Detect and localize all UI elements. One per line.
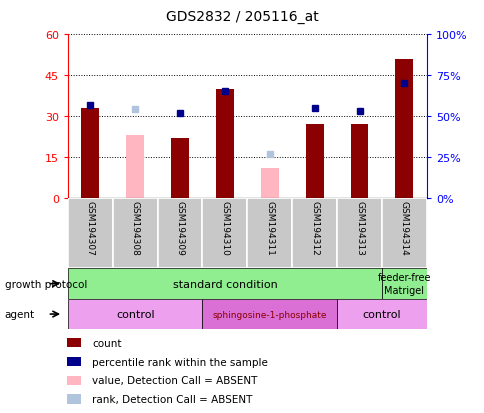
- Text: feeder-free
Matrigel: feeder-free Matrigel: [377, 273, 430, 295]
- Text: GSM194314: GSM194314: [399, 200, 408, 255]
- Text: GDS2832 / 205116_at: GDS2832 / 205116_at: [166, 10, 318, 24]
- Text: GSM194310: GSM194310: [220, 200, 229, 255]
- Bar: [247, 198, 291, 268]
- Text: growth protocol: growth protocol: [5, 279, 87, 289]
- Text: agent: agent: [5, 309, 35, 319]
- Text: GSM194309: GSM194309: [175, 200, 184, 255]
- Bar: [67, 357, 81, 367]
- Bar: [171, 138, 189, 198]
- Bar: [81, 109, 99, 198]
- Bar: [67, 394, 81, 404]
- Text: GSM194307: GSM194307: [86, 200, 95, 255]
- Text: count: count: [92, 338, 121, 348]
- Bar: [68, 198, 112, 268]
- Text: GSM194313: GSM194313: [354, 200, 363, 255]
- Bar: [381, 268, 426, 299]
- Text: sphingosine-1-phosphate: sphingosine-1-phosphate: [212, 310, 326, 319]
- Bar: [336, 198, 381, 268]
- Bar: [381, 198, 426, 268]
- Text: GSM194312: GSM194312: [309, 200, 318, 255]
- Bar: [305, 125, 323, 198]
- Text: control: control: [116, 309, 154, 319]
- Bar: [112, 198, 157, 268]
- Text: percentile rank within the sample: percentile rank within the sample: [92, 357, 268, 367]
- Bar: [291, 198, 336, 268]
- Bar: [336, 299, 426, 329]
- Text: rank, Detection Call = ABSENT: rank, Detection Call = ABSENT: [92, 394, 252, 404]
- Text: GSM194311: GSM194311: [265, 200, 274, 255]
- Bar: [67, 338, 81, 348]
- Bar: [67, 375, 81, 385]
- Bar: [394, 59, 412, 198]
- Text: standard condition: standard condition: [172, 279, 277, 289]
- Text: GSM194308: GSM194308: [130, 200, 139, 255]
- Bar: [202, 299, 336, 329]
- Bar: [68, 299, 202, 329]
- Bar: [260, 169, 278, 198]
- Bar: [68, 268, 381, 299]
- Bar: [126, 136, 144, 198]
- Bar: [350, 125, 368, 198]
- Text: control: control: [362, 309, 400, 319]
- Bar: [215, 90, 233, 198]
- Bar: [157, 198, 202, 268]
- Bar: [202, 198, 247, 268]
- Text: value, Detection Call = ABSENT: value, Detection Call = ABSENT: [92, 375, 257, 385]
